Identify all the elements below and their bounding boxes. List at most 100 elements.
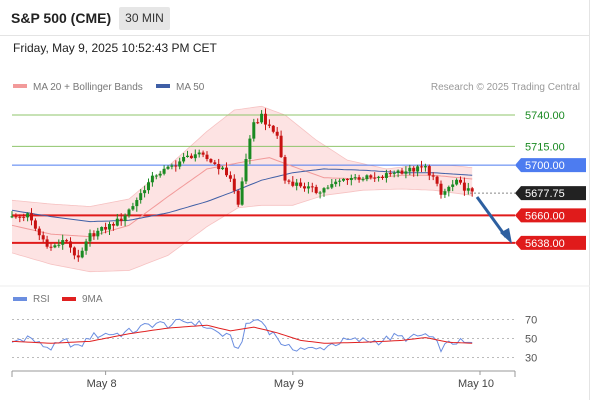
candle-body <box>384 173 388 178</box>
header-bar: S&P 500 (CME) 30 MIN <box>0 0 590 36</box>
candle-body <box>115 218 119 226</box>
candle-body <box>322 188 326 193</box>
rsi-tick-50: 50 <box>525 334 537 346</box>
candle-body <box>201 152 205 155</box>
candle-body <box>37 228 41 236</box>
candle-body <box>127 209 131 216</box>
level-label-5677.75-bg <box>515 186 586 201</box>
candle-body <box>455 179 459 185</box>
candle-body <box>416 166 420 172</box>
candle-body <box>166 166 170 169</box>
candle-body <box>400 170 404 174</box>
candle-body <box>439 183 443 195</box>
candle-body <box>342 178 345 181</box>
candle-body <box>459 179 462 183</box>
level-label-5715.00: 5715.00 <box>525 141 565 153</box>
candle-body <box>80 250 84 258</box>
candle-body <box>377 176 381 178</box>
candle-body <box>470 188 474 192</box>
candle-body <box>96 230 100 237</box>
candle-body <box>260 113 264 123</box>
level-label-5700.00: 5700.00 <box>525 160 565 172</box>
legend-label-ma50: MA 50 <box>176 82 205 93</box>
candles <box>10 108 474 262</box>
candle-body <box>205 154 209 160</box>
candle-body <box>248 138 252 160</box>
candle-body <box>310 186 314 188</box>
candle-body <box>217 163 221 170</box>
candle-body <box>22 216 26 218</box>
candle-body <box>318 192 322 194</box>
candle-body <box>420 166 423 168</box>
legend-swatch-ma50 <box>156 84 170 88</box>
candle-body <box>10 216 14 218</box>
candle-body <box>244 159 248 182</box>
candle-body <box>186 155 189 157</box>
candle-body <box>256 122 260 124</box>
header-divider <box>0 35 590 36</box>
level-label-5660.00-bg <box>515 208 586 223</box>
level-label-5638.00: 5638.00 <box>525 238 565 250</box>
candle-body <box>41 235 45 240</box>
rsi-ma-line <box>11 324 473 344</box>
x-tick-label: May 8 <box>87 378 117 390</box>
candle-body <box>147 182 150 191</box>
level-label-5638.00-bg <box>515 235 586 250</box>
candle-body <box>92 233 96 237</box>
candle-body <box>72 247 76 256</box>
candle-body <box>314 186 318 193</box>
level-label-5700.00-bg <box>515 158 586 173</box>
candle-body <box>291 181 295 186</box>
legend-swatch-rsi <box>13 297 27 301</box>
candle-body <box>240 181 244 205</box>
candle-body <box>435 176 439 184</box>
candle-body <box>408 167 412 172</box>
candle-body <box>18 216 22 218</box>
candle-body <box>423 166 427 168</box>
candle-body <box>381 176 384 178</box>
candle-body <box>412 167 416 172</box>
candle-body <box>30 213 33 221</box>
candle-body <box>299 182 303 187</box>
candle-body <box>443 191 447 195</box>
candle-body <box>353 177 357 179</box>
candle-body <box>162 168 166 174</box>
candle-body <box>33 220 37 229</box>
candle-body <box>150 175 154 183</box>
forecast-arrow-head <box>500 227 512 244</box>
candle-body <box>143 190 147 194</box>
rsi-line <box>11 318 473 353</box>
legend-label-ma20: MA 20 + Bollinger Bands <box>33 82 143 93</box>
legend-label-9ma: 9MA <box>82 294 103 305</box>
candle-body <box>65 240 69 242</box>
x-tick-label: May 10 <box>458 378 494 390</box>
candle-body <box>108 223 111 230</box>
candle-body <box>61 240 65 245</box>
candle-body <box>84 241 88 251</box>
candle-body <box>158 173 162 176</box>
candle-body <box>88 233 92 242</box>
candle-body <box>53 245 57 248</box>
candle-body <box>189 155 193 159</box>
candle-body <box>388 173 392 175</box>
candle-body <box>361 179 365 181</box>
candle-body <box>225 167 228 176</box>
candle-body <box>170 165 174 167</box>
candle-body <box>447 186 451 192</box>
candle-body <box>209 159 213 163</box>
candle-body <box>197 152 201 155</box>
candle-body <box>139 193 143 201</box>
instrument-title: S&P 500 (CME) <box>11 10 112 26</box>
candle-body <box>275 131 279 136</box>
timeframe-button[interactable]: 30 MIN <box>119 7 170 30</box>
candle-body <box>100 227 104 231</box>
timestamp: Friday, May 9, 2025 10:52:43 PM CET <box>13 41 217 55</box>
candle-body <box>349 177 353 181</box>
x-tick-label: May 9 <box>274 378 304 390</box>
candle-body <box>271 125 275 132</box>
candle-body <box>45 239 49 247</box>
candle-body <box>123 215 127 222</box>
candle-body <box>330 184 334 188</box>
